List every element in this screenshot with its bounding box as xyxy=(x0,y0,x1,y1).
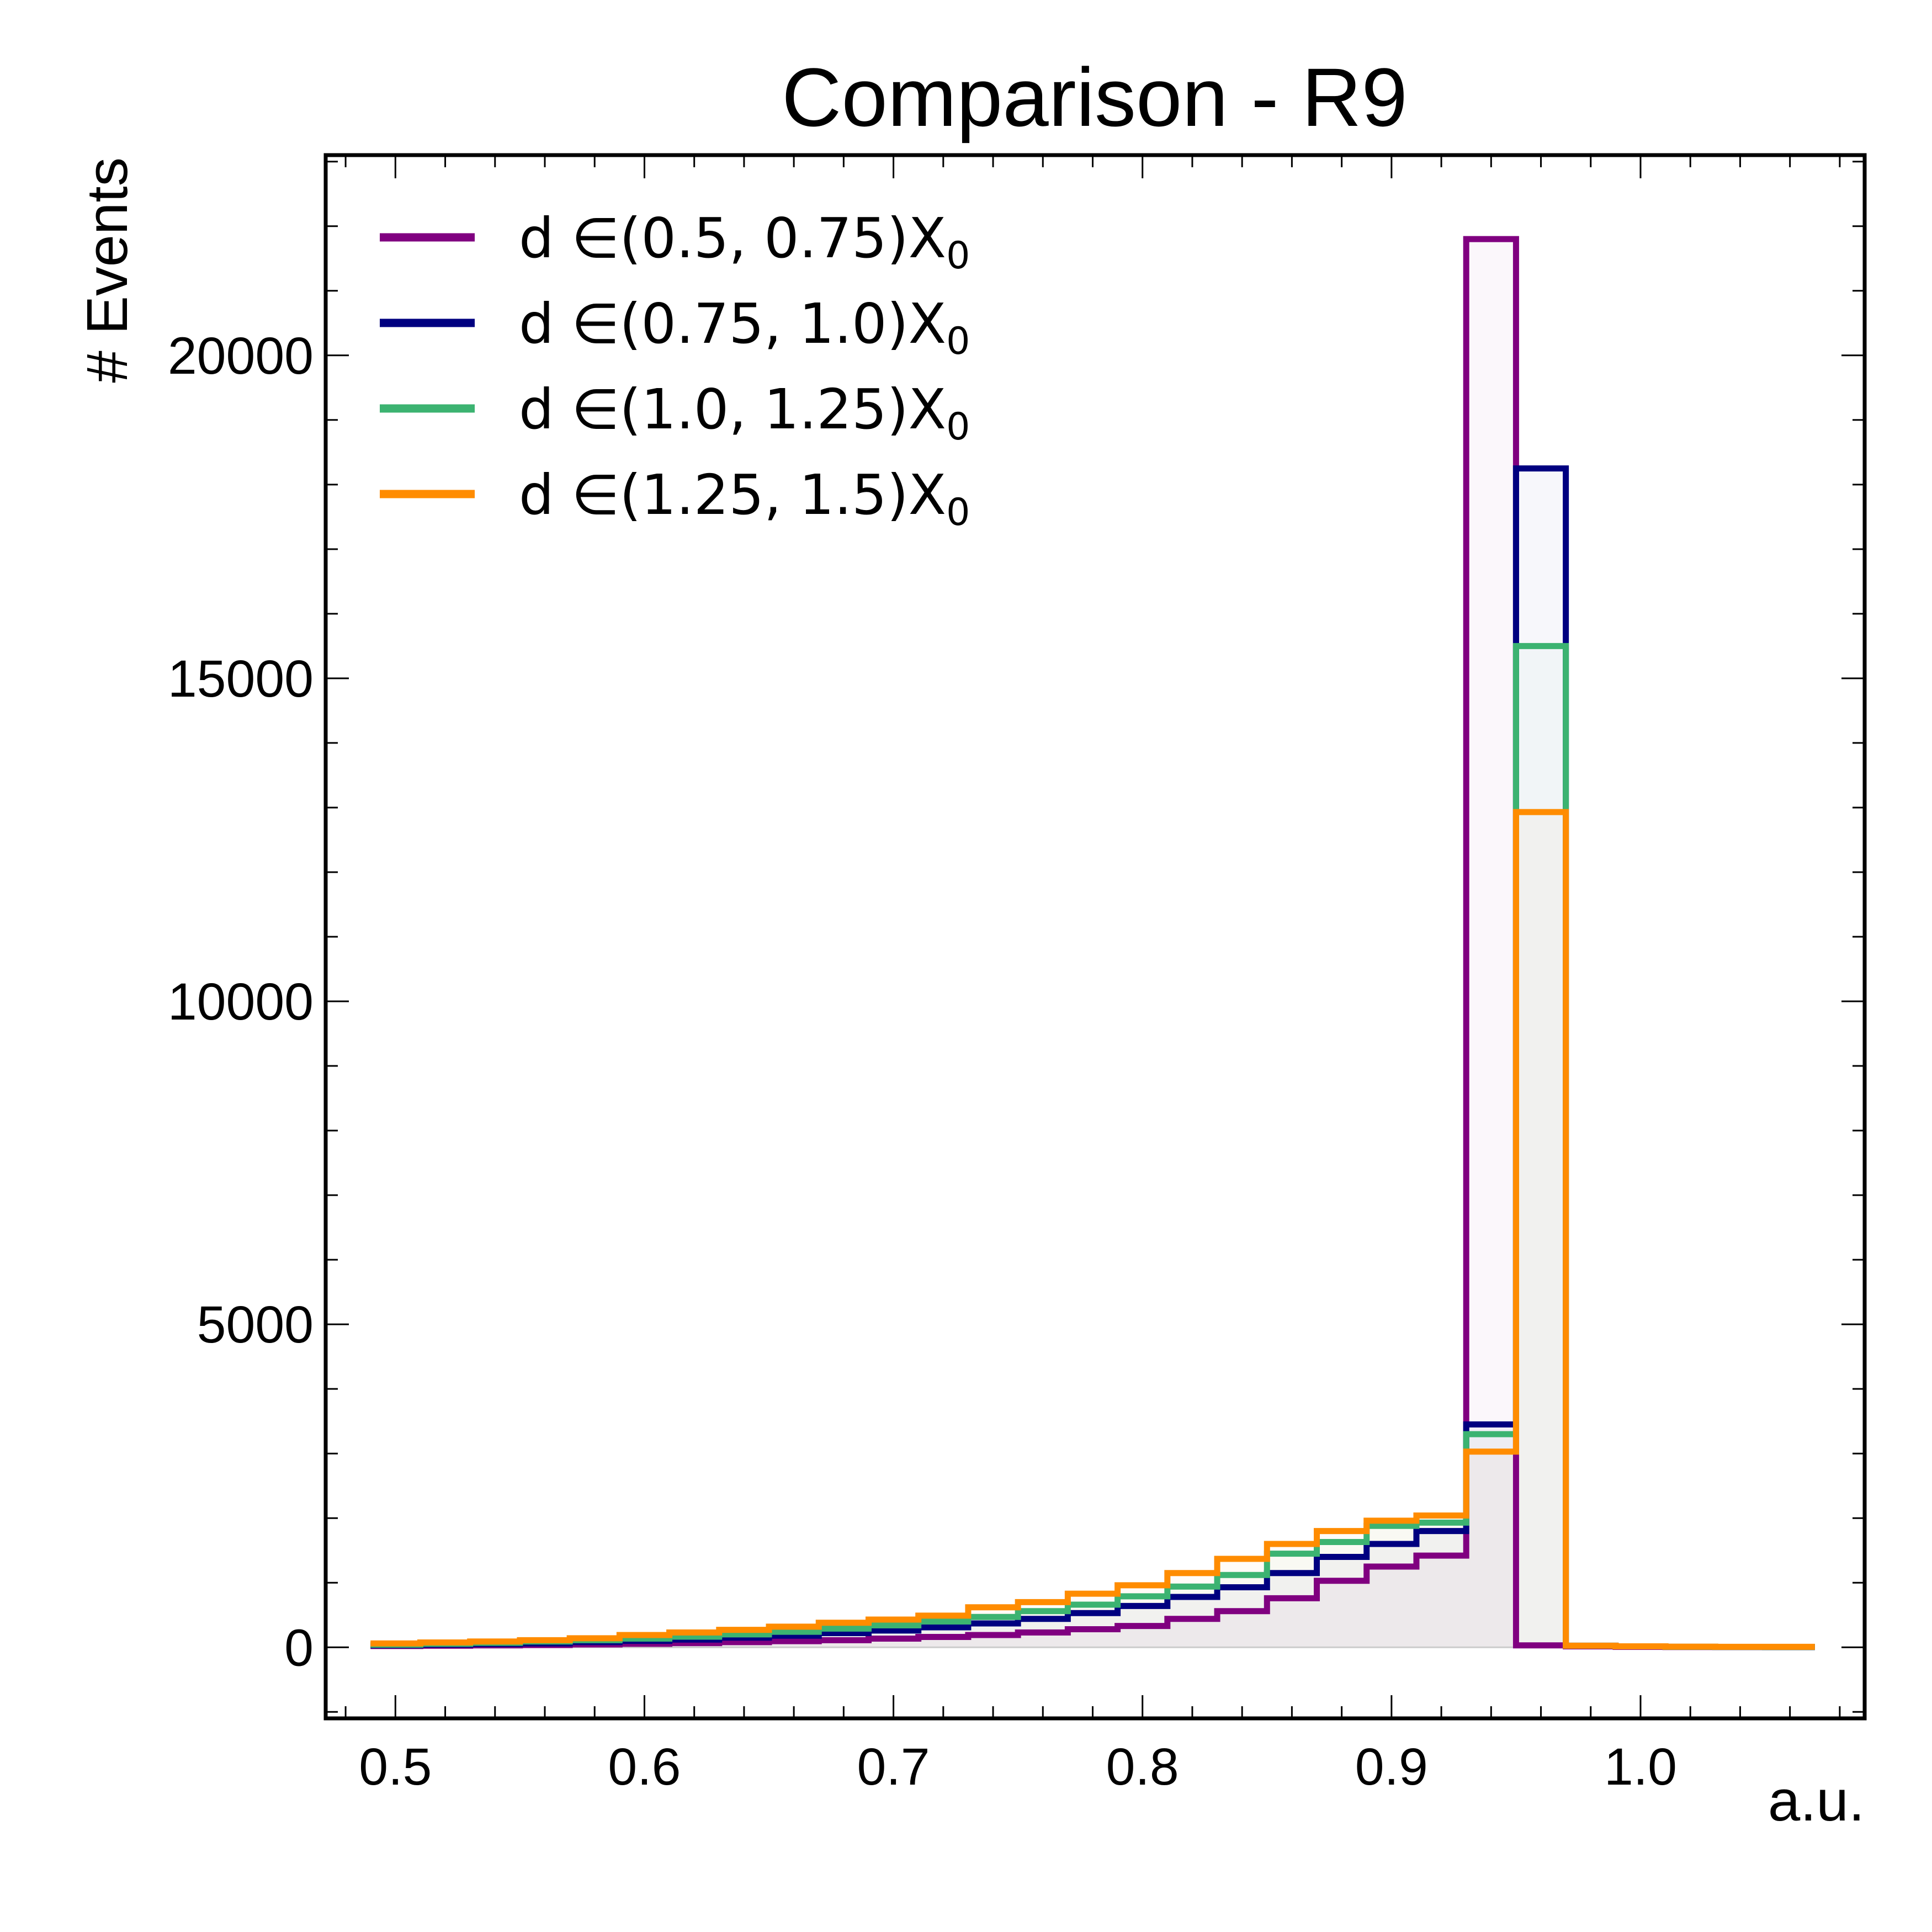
x-tick-label: 0.8 xyxy=(1106,1738,1179,1796)
chart-title: Comparison - R9 xyxy=(782,51,1408,144)
plot-frame xyxy=(323,153,1867,1721)
x-tick-label: 0.5 xyxy=(359,1738,432,1796)
histogram-steps xyxy=(370,236,1815,1650)
legend-label-0: d ∈(0.5, 0.75)X0 xyxy=(519,206,970,278)
legend-label-3: d ∈(1.25, 1.5)X0 xyxy=(519,463,970,534)
series-fill-0 xyxy=(370,239,1815,1647)
x-tick-label: 1.0 xyxy=(1604,1738,1677,1796)
tick-labels: 0.5 0.6 0.7 0.8 0.9 1.0 0 5000 10000 15000 20000 xyxy=(168,327,1677,1796)
series-fill-2 xyxy=(370,646,1815,1647)
x-tick-label: 0.9 xyxy=(1355,1738,1428,1796)
y-tick-label: 5000 xyxy=(197,1296,314,1354)
legend-label-1: d ∈(0.75, 1.0)X0 xyxy=(519,291,970,363)
legend: d ∈(0.5, 0.75)X0 d ∈(0.75, 1.0)X0 d ∈(1.0,… xyxy=(380,206,970,534)
series-step-2 xyxy=(370,643,1815,1650)
series-step-0 xyxy=(370,236,1815,1650)
histogram-fills xyxy=(370,239,1815,1647)
series-fill-3 xyxy=(370,812,1815,1647)
x-axis-label: a.u. xyxy=(1768,1769,1865,1833)
x-tick-label: 0.6 xyxy=(608,1738,681,1796)
y-tick-label: 20000 xyxy=(168,327,314,385)
series-fill-1 xyxy=(370,469,1815,1648)
y-tick-label: 15000 xyxy=(168,650,314,708)
x-tick-label: 0.7 xyxy=(857,1738,930,1796)
y-tick-label: 10000 xyxy=(168,973,314,1031)
y-tick-label: 0 xyxy=(284,1618,314,1677)
series-step-1 xyxy=(370,465,1815,1650)
series-step-3 xyxy=(370,809,1815,1650)
legend-label-2: d ∈(1.0, 1.25)X0 xyxy=(519,377,970,449)
axis-ticks xyxy=(326,155,1865,1718)
y-axis-label: # Events xyxy=(75,157,140,383)
